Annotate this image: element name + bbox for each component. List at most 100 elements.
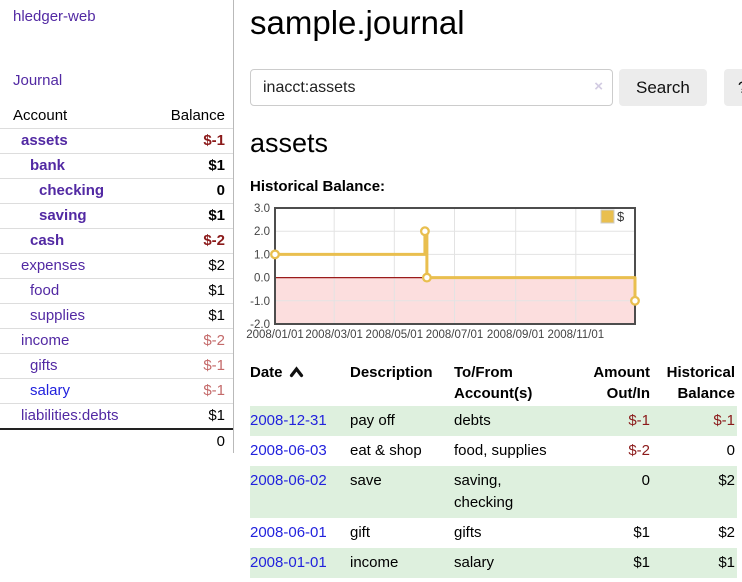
account-row: liabilities:debts $1 [0,403,233,429]
accounts-total-spacer [0,428,143,453]
accounts-header-balance: Balance [170,107,225,124]
register-col-to-from: To/From Account(s) [454,360,574,406]
accounts-header-account: Account [13,107,68,124]
register-row: 2008-06-01 gift gifts $1 $2 [250,518,737,548]
account-balance: $-1 [203,132,225,149]
account-balance: $1 [208,407,225,424]
y-tick-label: -2.0 [250,319,270,331]
transaction-amount: $1 [633,554,650,571]
register-col-label: Balance [677,385,735,402]
help-button[interactable]: ? [723,69,742,106]
x-tick-label: 2008/01/01 [246,329,304,341]
main-content: sample.journal × Search ? assets Histori… [234,0,742,578]
transaction-description: income [350,554,399,571]
register-col-date[interactable]: Date [250,360,350,406]
transaction-date-link[interactable]: 2008-06-03 [250,442,327,459]
account-row: checking 0 [0,178,233,204]
account-link-food[interactable]: food [30,282,60,299]
x-tick-label: 2008/05/01 [366,329,424,341]
data-point-marker [630,295,640,306]
account-heading: assets [250,128,329,158]
account-balance: $1 [208,282,225,299]
register-col-description: Description [350,360,454,406]
transaction-balance: 0 [726,442,735,459]
account-link-salary[interactable]: salary [30,382,71,399]
register-row: 2008-06-02 save saving, checking 0 $2 [250,466,737,518]
sidebar: hledger-web Journal Account Balance asse… [0,0,234,453]
account-balance: $1 [208,307,225,324]
account-link-assets[interactable]: assets [21,132,68,149]
account-balance: $2 [208,257,225,274]
accounts-tree-table: Account Balance assets $-1 bank $1 check… [0,104,233,453]
account-balance: 0 [216,182,225,199]
register-col-label: Description [350,364,433,381]
transaction-date-link[interactable]: 2008-06-02 [250,472,327,489]
register-col-label: Date [250,362,342,383]
clear-search-icon[interactable]: × [594,78,603,95]
account-link-liabilities-debts[interactable]: liabilities:debts [21,407,119,424]
app-brand-link[interactable]: hledger-web [13,8,96,25]
account-balance: $-1 [203,382,225,399]
account-link-expenses[interactable]: expenses [21,257,86,274]
transaction-balance: $2 [718,472,735,489]
register-table: Date Description To/From Account(s) Amount O… [250,360,737,578]
transaction-date-link[interactable]: 2008-12-31 [250,412,327,429]
x-tick-label: 2008/11/01 [547,329,604,341]
sidebar-item-journal[interactable]: Journal [13,72,63,89]
transaction-date-link[interactable]: 2008-01-01 [250,554,327,571]
account-link-checking[interactable]: checking [39,182,105,199]
transaction-date-link[interactable]: 2008-06-01 [250,524,327,541]
register-col-label: Out/In [606,385,650,402]
y-tick-label: -1.0 [250,296,270,308]
transaction-balance: $2 [718,524,735,541]
transaction-description: pay off [350,412,395,429]
legend-swatch [600,209,615,224]
account-balance: $1 [208,207,225,224]
search-bar: × Search ? [250,69,742,106]
account-row: food $1 [0,278,233,304]
account-link-bank[interactable]: bank [30,157,66,174]
accounts-header-row: Account Balance [0,104,233,129]
transaction-accounts: food, supplies [454,442,547,459]
account-row: income $-2 [0,328,233,354]
account-row: bank $1 [0,153,233,179]
account-link-supplies[interactable]: supplies [30,307,86,324]
legend-label: $ [617,209,625,224]
search-button[interactable]: Search [619,69,707,106]
account-link-gifts[interactable]: gifts [30,357,58,374]
account-link-cash[interactable]: cash [30,232,65,249]
page-title: sample.journal [250,4,465,41]
transaction-amount: $-2 [628,442,650,459]
account-row: supplies $1 [0,303,233,329]
y-tick-label: 3.0 [254,203,270,215]
register-col-historical: Historical Balance [652,360,737,406]
account-link-income[interactable]: income [21,332,70,349]
y-tick-label: 1.0 [254,249,270,261]
transaction-accounts: saving, checking [454,472,514,511]
accounts-total-row: 0 [0,428,233,453]
transaction-description: gift [350,524,371,541]
register-col-label: Amount [593,364,650,381]
data-point-marker [270,249,280,260]
plot-border [274,207,636,325]
data-point-marker [421,272,432,283]
accounts-total-value: 0 [142,428,233,453]
account-balance: $-2 [203,232,225,249]
transaction-amount: $-1 [628,412,650,429]
account-row: cash $-2 [0,228,233,254]
x-tick-label: 2008/07/01 [426,329,484,341]
x-tick-label: 2008/03/01 [305,329,363,341]
account-balance: $-2 [203,332,225,349]
data-point-marker [419,226,430,237]
y-tick-label: 2.0 [254,226,270,238]
account-link-saving[interactable]: saving [39,207,87,224]
search-input[interactable] [250,69,613,106]
account-row: saving $1 [0,203,233,229]
transaction-accounts: salary [454,554,495,571]
account-row: assets $-1 [0,128,233,154]
register-row: 2008-12-31 pay off debts $-1 $-1 [250,406,737,436]
transaction-amount: $1 [633,524,650,541]
register-row: 2008-01-01 income salary $1 $1 [250,548,737,578]
balance-chart: $3.0 2.0 1.0 0.0 -1.0 -2.0 2008/01/01 2008/03/0… [246,201,742,343]
